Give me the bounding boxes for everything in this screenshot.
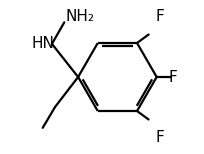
Text: F: F [155,9,164,24]
Text: F: F [155,130,164,145]
Text: F: F [169,69,178,85]
Text: NH₂: NH₂ [66,9,95,24]
Text: HN: HN [31,36,54,51]
